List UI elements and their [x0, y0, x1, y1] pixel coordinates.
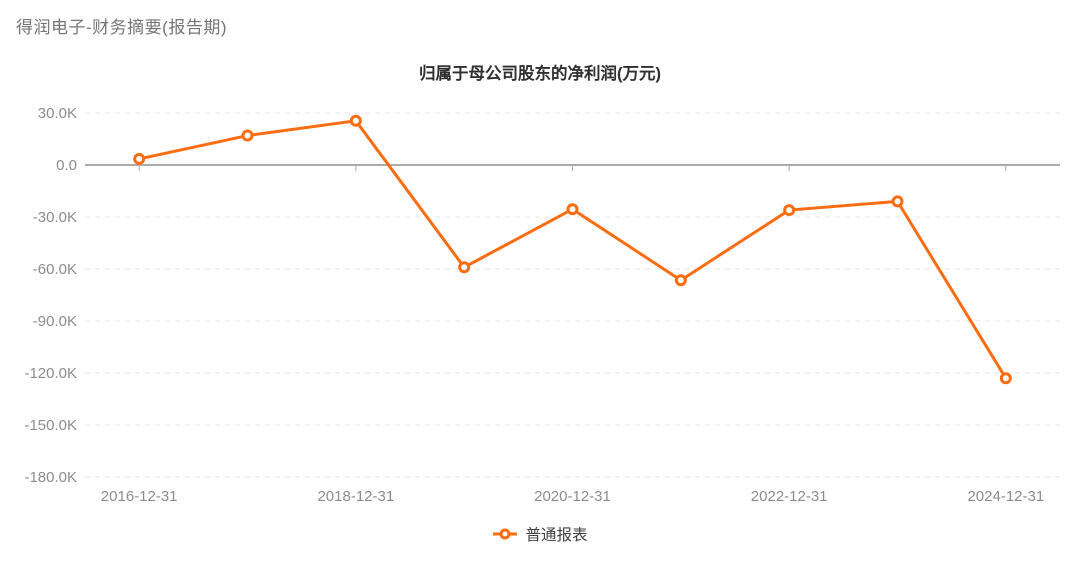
data-point[interactable]	[241, 129, 254, 142]
y-axis-label: -60.0K	[33, 261, 77, 278]
data-point[interactable]	[349, 114, 362, 127]
page-title: 得润电子-财务摘要(报告期)	[16, 18, 227, 37]
x-axis-label: 2016-12-31	[101, 488, 178, 505]
y-axis-label: -120.0K	[24, 365, 77, 382]
data-point[interactable]	[783, 204, 796, 217]
legend-item-ordinary-report[interactable]: 普通报表	[492, 523, 588, 545]
data-point[interactable]	[133, 152, 146, 165]
y-axis-label: -90.0K	[33, 313, 77, 330]
y-axis-label: 0.0	[56, 157, 77, 174]
legend-line-marker-icon	[493, 528, 518, 540]
legend-item-label: 普通报表	[525, 527, 588, 544]
data-point[interactable]	[674, 274, 687, 287]
chart-title: 归属于母公司股东的净利润(万元)	[419, 65, 661, 83]
y-axis-label: -180.0K	[24, 469, 77, 486]
x-axis-label: 2018-12-31	[317, 488, 394, 505]
y-axis-label: 30.0K	[38, 105, 77, 122]
y-axis-label: -30.0K	[33, 209, 77, 226]
data-point[interactable]	[891, 195, 904, 208]
y-axis-label: -150.0K	[24, 417, 77, 434]
x-axis-label: 2020-12-31	[534, 488, 611, 505]
chart-legend: 普通报表	[0, 523, 1080, 545]
data-point[interactable]	[999, 372, 1012, 385]
x-axis-label: 2024-12-31	[967, 488, 1044, 505]
data-point[interactable]	[566, 203, 579, 216]
series-line-ordinary-report	[137, 119, 1008, 380]
data-point[interactable]	[458, 261, 471, 274]
x-axis-label: 2022-12-31	[751, 488, 828, 505]
